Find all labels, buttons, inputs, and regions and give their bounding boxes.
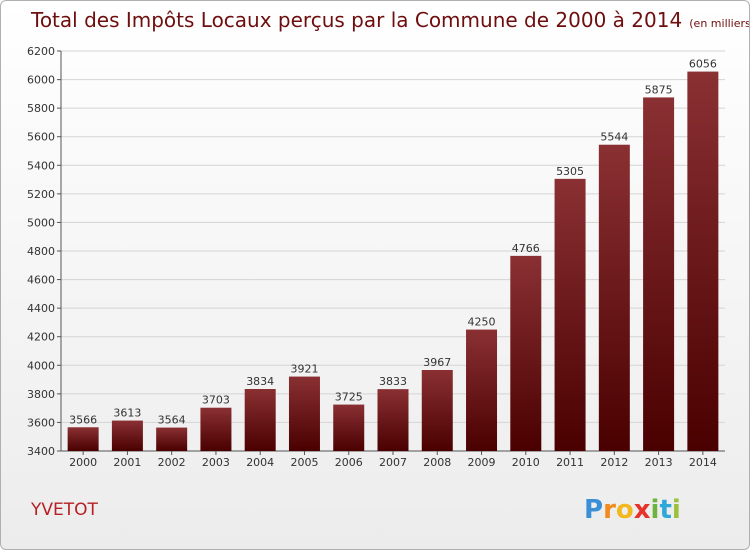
x-tick-label: 2000 xyxy=(69,456,97,469)
chart-frame: Total des Impôts Locaux perçus par la Co… xyxy=(0,0,750,550)
y-tick-label: 3600 xyxy=(27,416,55,429)
bar-value-label: 5305 xyxy=(556,165,584,178)
x-tick-label: 2013 xyxy=(645,456,673,469)
x-tick-label: 2004 xyxy=(246,456,274,469)
bar xyxy=(378,389,409,451)
x-tick-label: 2010 xyxy=(512,456,540,469)
bar xyxy=(112,421,143,451)
y-tick-label: 6200 xyxy=(27,45,55,58)
bar-value-label: 3566 xyxy=(69,413,97,426)
chart-title-unit: (en milliers d'€) xyxy=(689,17,749,30)
y-tick-label: 5800 xyxy=(27,102,55,115)
bar-value-label: 3613 xyxy=(113,407,141,420)
x-tick-labels: 2000 2001 2002 2003 2004 2005 2006 2007 2008 2009… xyxy=(69,456,717,469)
logo-letter: P xyxy=(584,495,603,525)
bar-value-label: 3703 xyxy=(202,394,230,407)
bar xyxy=(510,256,541,451)
y-tick-label: 4600 xyxy=(27,274,55,287)
bar xyxy=(333,405,364,451)
bar xyxy=(200,408,231,451)
y-tick-label: 6000 xyxy=(27,74,55,87)
chart: Total des Impôts Locaux perçus par la Co… xyxy=(1,1,749,549)
y-tick-label: 5400 xyxy=(27,159,55,172)
logo-letter: r xyxy=(603,495,616,525)
bar-value-label: 4250 xyxy=(468,316,496,329)
y-tick-labels: 3400 3600 3800 4000 4200 4400 4600 4800 5000 5200… xyxy=(27,45,55,458)
x-tick-label: 2009 xyxy=(468,456,496,469)
chart-title: Total des Impôts Locaux perçus par la Co… xyxy=(30,8,749,32)
bar-value-label: 3921 xyxy=(290,363,318,376)
y-tick-label: 5200 xyxy=(27,188,55,201)
logo-letter: i xyxy=(672,495,681,525)
x-tick-label: 2005 xyxy=(290,456,318,469)
proxiti-logo: Proxiti xyxy=(584,495,681,525)
y-tick-label: 4800 xyxy=(27,245,55,258)
x-tick-label: 2008 xyxy=(423,456,451,469)
bar-value-label: 3564 xyxy=(158,414,186,427)
bar-value-label: 3725 xyxy=(335,391,363,404)
bar-value-label: 4766 xyxy=(512,242,540,255)
bar-value-label: 5875 xyxy=(645,83,673,96)
bar xyxy=(599,145,630,451)
bar-value-label: 6056 xyxy=(689,58,717,71)
commune-name: YVETOT xyxy=(30,500,99,520)
bar xyxy=(156,428,187,451)
chart-title-main: Total des Impôts Locaux perçus par la Co… xyxy=(30,8,682,32)
bar-value-label: 5544 xyxy=(600,131,628,144)
x-tick-label: 2012 xyxy=(600,456,628,469)
x-tick-label: 2007 xyxy=(379,456,407,469)
bar xyxy=(422,370,453,451)
y-tick-label: 5600 xyxy=(27,131,55,144)
bar xyxy=(687,72,718,451)
x-tick-label: 2002 xyxy=(158,456,186,469)
bar xyxy=(643,97,674,451)
bar xyxy=(68,427,99,451)
logo-letter: o xyxy=(616,495,634,525)
bar xyxy=(245,389,276,451)
y-tick-label: 5000 xyxy=(27,216,55,229)
bar-value-label: 3833 xyxy=(379,375,407,388)
y-tick-label: 4400 xyxy=(27,302,55,315)
x-tick-label: 2006 xyxy=(335,456,363,469)
bar-value-label: 3834 xyxy=(246,375,274,388)
y-tick-label: 3800 xyxy=(27,388,55,401)
x-tick-label: 2011 xyxy=(556,456,584,469)
y-tick-label: 4200 xyxy=(27,331,55,344)
x-tick-label: 2014 xyxy=(689,456,717,469)
y-tick-label: 4000 xyxy=(27,359,55,372)
logo-letter: t xyxy=(659,495,671,525)
x-tick-label: 2001 xyxy=(113,456,141,469)
logo-letter: x xyxy=(634,495,651,525)
bar xyxy=(289,377,320,451)
bar xyxy=(555,179,586,451)
bar-value-label: 3967 xyxy=(423,356,451,369)
y-tick-label: 3400 xyxy=(27,445,55,458)
logo-letter: i xyxy=(651,495,660,525)
x-tick-label: 2003 xyxy=(202,456,230,469)
bar xyxy=(466,330,497,451)
